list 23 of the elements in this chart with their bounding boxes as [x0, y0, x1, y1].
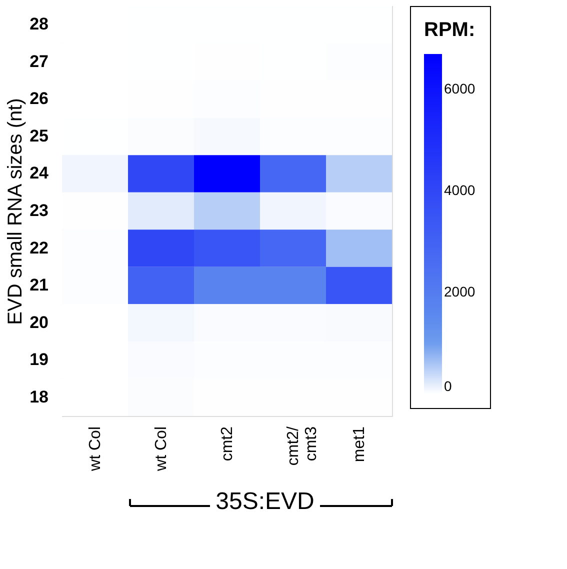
y-tick-label: 27	[30, 52, 48, 71]
y-tick-label: 18	[30, 387, 48, 406]
color-bar-label: 4000	[444, 182, 476, 198]
y-tick-label: 26	[30, 89, 48, 108]
x-tick-label: cmt2	[219, 426, 236, 462]
y-tick-label: 23	[30, 201, 48, 220]
color-bar-label: 2000	[444, 284, 476, 300]
y-axis-title: EVD small RNA sizes (nt)	[4, 98, 27, 325]
y-tick-label: 19	[30, 350, 48, 370]
x-tick-label: met1	[351, 426, 368, 462]
x-tick-label: wt Col	[153, 426, 170, 472]
y-tick-label: 22	[30, 238, 48, 258]
x-tick-label: wt Col	[87, 426, 104, 472]
x-tick-label: cmt2/ cmt3	[285, 426, 320, 466]
color-bar-label: 6000	[444, 80, 476, 97]
y-tick-label: 24	[30, 164, 50, 183]
text: 35S:EVD	[216, 488, 314, 515]
y-tick-label: 20	[30, 312, 48, 332]
color-bar-label: 0	[444, 378, 452, 394]
y-tick-label: 21	[30, 276, 48, 295]
y-tick-label: 28	[30, 14, 48, 34]
legend-title: RPM:	[424, 19, 476, 41]
y-tick-label: 25	[30, 126, 48, 146]
